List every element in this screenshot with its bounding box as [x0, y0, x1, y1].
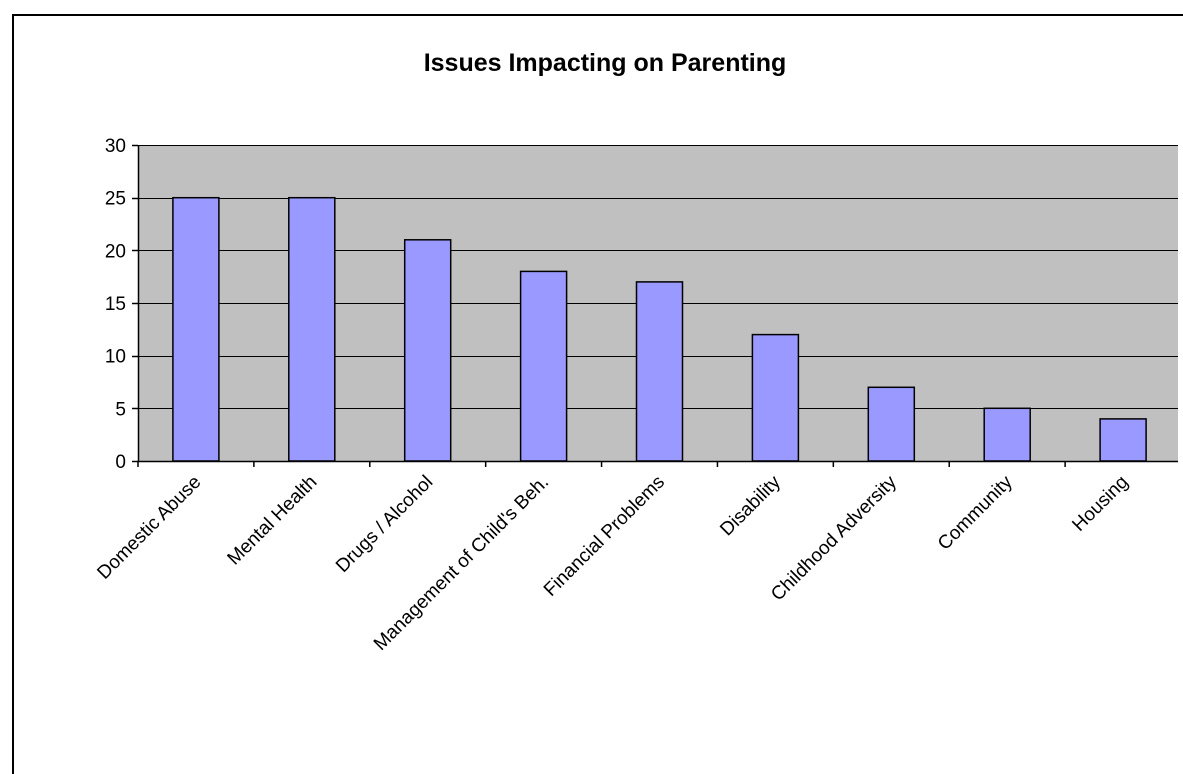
bar [519, 270, 568, 462]
x-category-label: Childhood Adversity [767, 471, 901, 605]
y-tick-label: 15 [105, 294, 126, 315]
y-tick-label: 25 [105, 189, 126, 210]
bar [1099, 418, 1147, 462]
y-tick-label: 30 [105, 136, 126, 157]
bar [172, 196, 220, 462]
x-category-label: Housing [1068, 472, 1132, 536]
x-category-labels: Domestic Abuse Mental Health Drugs / Alcoh… [94, 471, 1133, 655]
bar [635, 281, 684, 462]
bars [172, 196, 1147, 462]
y-tick-label: 20 [105, 241, 126, 262]
bar [403, 239, 452, 462]
axes [132, 144, 1178, 467]
x-category-label: Financial Problems [540, 472, 669, 601]
x-category-label: Mental Health [224, 472, 322, 570]
y-tick-labels: 0 5 10 15 20 25 30 [105, 136, 126, 473]
bar [983, 407, 1031, 462]
chart-title: Issues Impacting on Parenting [424, 49, 787, 77]
bar [867, 386, 916, 462]
y-tick-label: 10 [105, 347, 126, 368]
x-category-label: Drugs / Alcohol [332, 472, 437, 577]
bar [288, 196, 336, 462]
bar [751, 333, 800, 462]
x-category-label: Domestic Abuse [94, 472, 206, 584]
y-tick-label: 0 [115, 452, 126, 473]
y-tick-label: 5 [115, 399, 126, 420]
x-category-label: Disability [716, 471, 785, 540]
x-category-label: Community [934, 471, 1017, 554]
